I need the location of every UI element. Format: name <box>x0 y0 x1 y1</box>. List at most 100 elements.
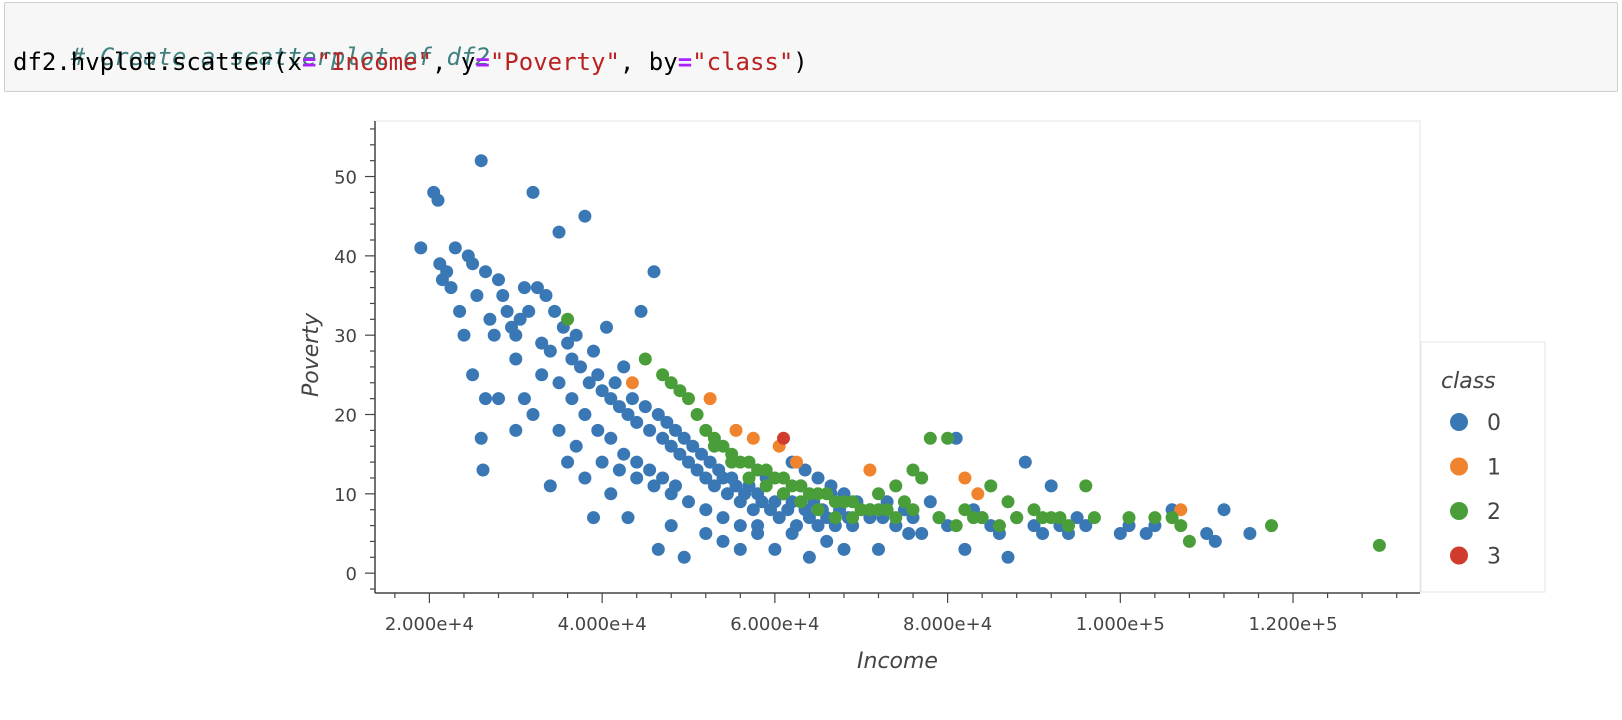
scatter-point <box>1208 534 1222 548</box>
scatter-point <box>582 376 596 390</box>
scatter-point <box>742 471 756 485</box>
scatter-point <box>647 479 661 493</box>
scatter-point <box>759 479 773 493</box>
scatter-point <box>1148 511 1162 525</box>
scatter-point <box>984 479 998 493</box>
scatter-point <box>673 384 687 398</box>
scatter-point <box>587 511 600 525</box>
scatter-point <box>492 273 505 287</box>
scatter-point <box>444 281 458 295</box>
scatter-point <box>699 503 713 517</box>
scatter-point <box>664 519 678 533</box>
scatter-point <box>777 487 790 501</box>
legend-box <box>1420 341 1546 593</box>
scatter-point <box>617 360 631 374</box>
scatter-point <box>695 447 708 461</box>
scatter-point <box>798 463 812 477</box>
scatter-point <box>1217 503 1231 517</box>
scatter-point <box>958 503 972 517</box>
scatter-point <box>1165 511 1179 525</box>
scatter-point <box>1182 534 1196 548</box>
scatter-point <box>768 495 782 509</box>
scatter-point <box>811 519 825 533</box>
scatter-point <box>414 241 428 255</box>
scatter-point <box>552 225 566 239</box>
scatter-point <box>777 431 790 445</box>
scatter-point <box>647 265 661 279</box>
y-axis: 0 10 20 30 40 50 <box>334 121 376 593</box>
x-tick-label: 8.000e+4 <box>903 614 992 635</box>
scatter-point <box>612 400 626 414</box>
legend-swatch <box>1450 413 1468 431</box>
scatter-point <box>699 527 713 540</box>
scatter-point <box>474 431 488 445</box>
scatter-point <box>453 304 467 318</box>
scatter-point <box>517 281 531 295</box>
scatter-point <box>872 542 885 556</box>
scatter-point <box>578 209 592 223</box>
scatter-point <box>600 320 613 334</box>
scatter-point <box>565 392 579 406</box>
scatter-point <box>872 487 885 501</box>
scatter-point <box>729 479 743 493</box>
scatter-point <box>569 439 583 453</box>
scatter-point <box>466 368 480 382</box>
x-axis-label: Income <box>857 649 938 674</box>
scatter-point <box>500 304 514 318</box>
scatter-point <box>1027 503 1041 517</box>
scatter-point <box>535 368 549 382</box>
scatter-point <box>530 281 544 295</box>
scatter-point <box>837 542 851 556</box>
scatter-point <box>889 479 903 493</box>
scatter-point <box>457 328 471 342</box>
scatter-point <box>513 312 527 326</box>
scatter-point <box>638 400 652 414</box>
scatter-point <box>643 463 657 477</box>
scatter-point <box>448 241 462 255</box>
scatter-point <box>846 511 860 525</box>
scatter-point <box>543 479 557 493</box>
scatter-point <box>440 265 454 279</box>
scatter-point <box>587 344 600 358</box>
scatter-point <box>690 463 704 477</box>
scatter-point <box>703 455 717 469</box>
y-tick-label: 40 <box>334 247 357 268</box>
legend-title: class <box>1441 369 1496 394</box>
scatter-point <box>1027 519 1041 533</box>
x-tick-label: 6.000e+4 <box>730 614 819 635</box>
scatter-point <box>777 471 790 485</box>
scatter-point <box>707 439 721 453</box>
code-token: = <box>475 48 490 76</box>
scatter-point <box>768 542 782 556</box>
scatter-point <box>811 503 825 517</box>
scatter-point <box>552 423 566 437</box>
scatter-point <box>474 154 488 168</box>
scatter-point <box>565 352 579 366</box>
code-cell[interactable]: # Create a scatterplot of df2 df2.hvplot… <box>4 2 1618 92</box>
x-axis: 2.000e+4 4.000e+4 6.000e+4 8.000e+4 1.000e+5… <box>375 592 1420 635</box>
legend-swatch <box>1450 502 1468 520</box>
scatter-point <box>820 534 834 548</box>
scatter-point <box>1113 527 1127 540</box>
scatter-point <box>664 439 678 453</box>
scatter-point <box>656 368 670 382</box>
x-tick-label: 1.200e+5 <box>1248 614 1337 635</box>
code-token: , by <box>619 48 678 76</box>
y-axis-label: Poverty <box>299 312 324 397</box>
scatter-point <box>479 392 492 406</box>
y-tick-label: 50 <box>334 168 357 189</box>
scatter-point <box>759 463 773 477</box>
scatter-point <box>915 471 929 485</box>
scatter-point <box>630 415 644 429</box>
y-tick-label: 10 <box>334 485 357 506</box>
comment-text: # Create a scatterplot of df2 <box>70 43 490 71</box>
y-tick-label: 20 <box>334 406 357 427</box>
scatter-point <box>949 519 963 533</box>
scatter-point <box>725 455 739 469</box>
scatter-point <box>915 527 929 540</box>
scatter-point <box>1139 527 1153 540</box>
code-comment: # Create a scatterplot of df2 <box>13 15 490 99</box>
y-tick-label: 0 <box>346 564 357 585</box>
scatter-point <box>941 431 955 445</box>
